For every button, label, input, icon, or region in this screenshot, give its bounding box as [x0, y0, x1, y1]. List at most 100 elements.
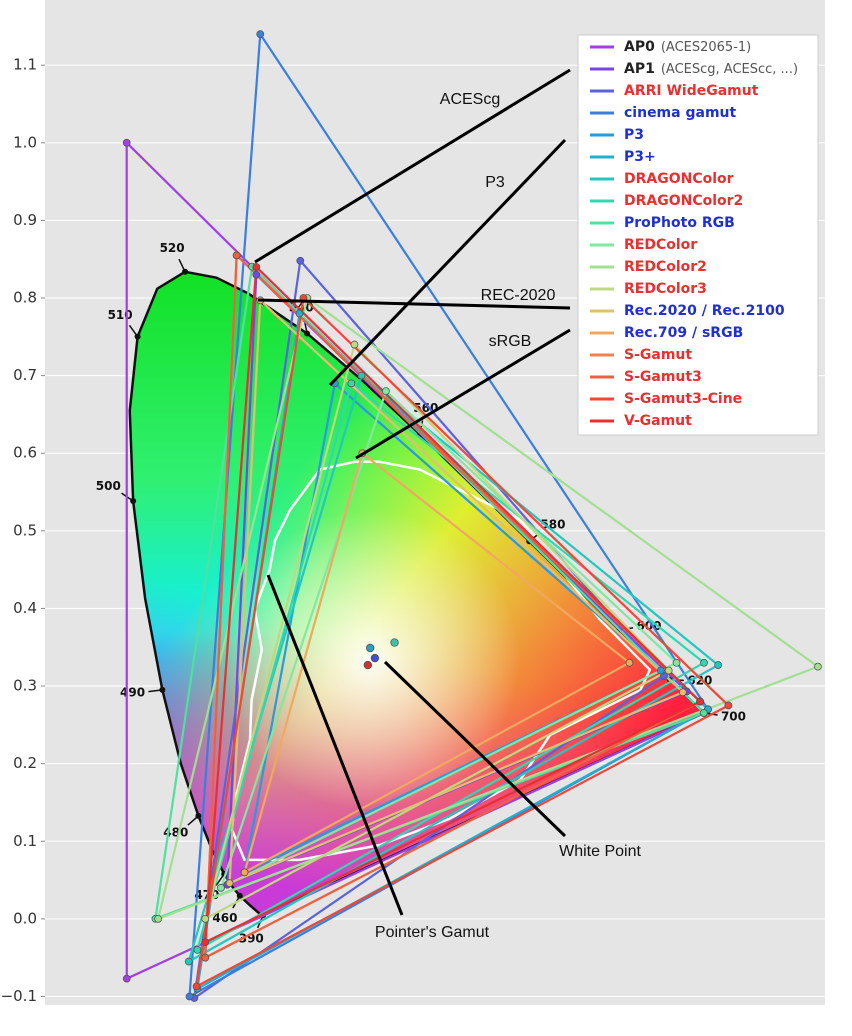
primary-point	[201, 953, 210, 962]
wavelength-label: 700	[721, 709, 746, 723]
legend-label: P3	[624, 127, 644, 143]
wavelength-label: 460	[212, 911, 237, 925]
legend-name: ARRI WideGamut	[624, 83, 759, 99]
legend-label: REDColor	[624, 237, 697, 253]
gamut-triangle	[204, 252, 702, 960]
primary-point	[382, 387, 390, 396]
legend-detail: (ACES2065-1)	[661, 40, 751, 55]
y-tick-label: 0.2	[13, 754, 37, 772]
primary-point	[201, 938, 210, 947]
gamut-triangle	[186, 373, 721, 964]
primary-point	[185, 992, 194, 1001]
legend-detail: (ACEScg, ACEScc, ...)	[661, 62, 798, 77]
primary-point	[232, 251, 241, 260]
legend-name: S-Gamut3-Cine	[624, 391, 742, 407]
annotation: P3	[485, 174, 505, 191]
wavelength-label: 580	[540, 518, 565, 532]
legend-name: AP0	[624, 39, 655, 55]
primary-point	[664, 666, 673, 675]
wavelength-dot	[304, 330, 311, 337]
legend-label: AP0 (ACES2065-1)	[624, 39, 751, 55]
primary-point	[193, 945, 202, 954]
legend-name: S-Gamut3	[624, 369, 702, 385]
primary-point	[656, 666, 665, 675]
wavelength-dot	[130, 498, 137, 505]
annotation-line	[254, 68, 571, 264]
annotation-line	[355, 328, 571, 460]
legend-name: DRAGONColor	[624, 171, 734, 187]
gamut-triangle	[195, 295, 731, 989]
y-tick-label: 1.1	[13, 56, 37, 74]
legend-label: REDColor3	[624, 281, 707, 297]
primary-point	[296, 256, 305, 265]
y-tick-label: −0.1	[1, 987, 37, 1005]
annotation: White Point	[559, 843, 641, 860]
gamut-triangle	[228, 297, 685, 885]
primary-point	[252, 263, 261, 271]
legend-name: P3+	[624, 149, 656, 165]
annotations: ACEScg P3 REC-2020 sRGB White Point Pointer's…	[254, 68, 641, 941]
annotation: Pointer's Gamut	[375, 924, 490, 941]
legend-label: ProPhoto RGB	[624, 215, 735, 231]
legend-name: AP1	[624, 61, 655, 77]
legend-label: AP1 (ACEScg, ACEScc, ...)	[624, 61, 798, 77]
y-tick-label: 0.8	[13, 289, 37, 307]
primary-point	[714, 661, 723, 669]
annotation-line	[257, 298, 571, 310]
primary-point	[122, 138, 131, 147]
primary-point	[347, 379, 356, 388]
wavelength-label: 390	[239, 931, 264, 945]
primary-point	[814, 662, 822, 671]
legend-label: Rec.709 / sRGB	[624, 325, 743, 341]
legend-label: DRAGONColor	[624, 171, 734, 187]
primary-point	[256, 30, 265, 39]
legend-label: P3+	[624, 149, 656, 165]
legend-label: Rec.2020 / Rec.2100	[624, 303, 785, 319]
y-tick-label: 0.1	[13, 832, 37, 850]
legend-label: DRAGONColor2	[624, 193, 743, 209]
annotation: ACEScg	[440, 91, 500, 108]
annotation-line	[266, 574, 404, 916]
primary-point	[201, 914, 210, 923]
y-tick-label: 0.7	[13, 366, 37, 384]
legend-name: P3	[624, 127, 644, 143]
primary-point	[122, 974, 131, 983]
primary-point	[700, 658, 708, 667]
annotation: REC-2020	[481, 287, 556, 304]
y-tick-label: 0.3	[13, 677, 37, 695]
white-point	[370, 653, 380, 663]
legend-name: DRAGONColor2	[624, 193, 743, 209]
primary-point	[225, 879, 234, 888]
gamut-triangle	[204, 264, 702, 944]
primary-point	[357, 371, 366, 380]
pointers-gamut	[230, 460, 652, 862]
wavelength-dot	[134, 333, 141, 340]
y-tick-label: 1.0	[13, 133, 37, 151]
primary-point	[724, 701, 733, 710]
legend-name: REDColor	[624, 237, 697, 253]
legend-box	[577, 34, 819, 436]
legend-label: S-Gamut3	[624, 369, 702, 385]
wavelength-label: 520	[160, 241, 185, 255]
white-point	[390, 638, 399, 647]
y-tick-label: 0.4	[13, 599, 37, 617]
legend-name: Rec.2020 / Rec.2100	[624, 303, 785, 319]
annotation-line	[383, 660, 567, 838]
legend-label: V-Gamut	[624, 413, 692, 429]
wavelength-dot	[236, 892, 243, 899]
primary-point	[678, 688, 687, 697]
legend-label: ARRI WideGamut	[624, 83, 759, 99]
wavelength-dot	[159, 686, 166, 693]
legend-label: S-Gamut3-Cine	[624, 391, 742, 407]
wavelength-dot	[182, 268, 189, 275]
primary-point	[699, 709, 708, 717]
gamut-triangle	[156, 296, 821, 921]
wavelength-label: 510	[108, 308, 133, 322]
primary-point	[696, 697, 705, 706]
white-point	[365, 643, 375, 653]
y-tick-label: 0.5	[13, 521, 37, 539]
legend-name: ProPhoto RGB	[624, 215, 735, 231]
white-point	[363, 660, 373, 670]
